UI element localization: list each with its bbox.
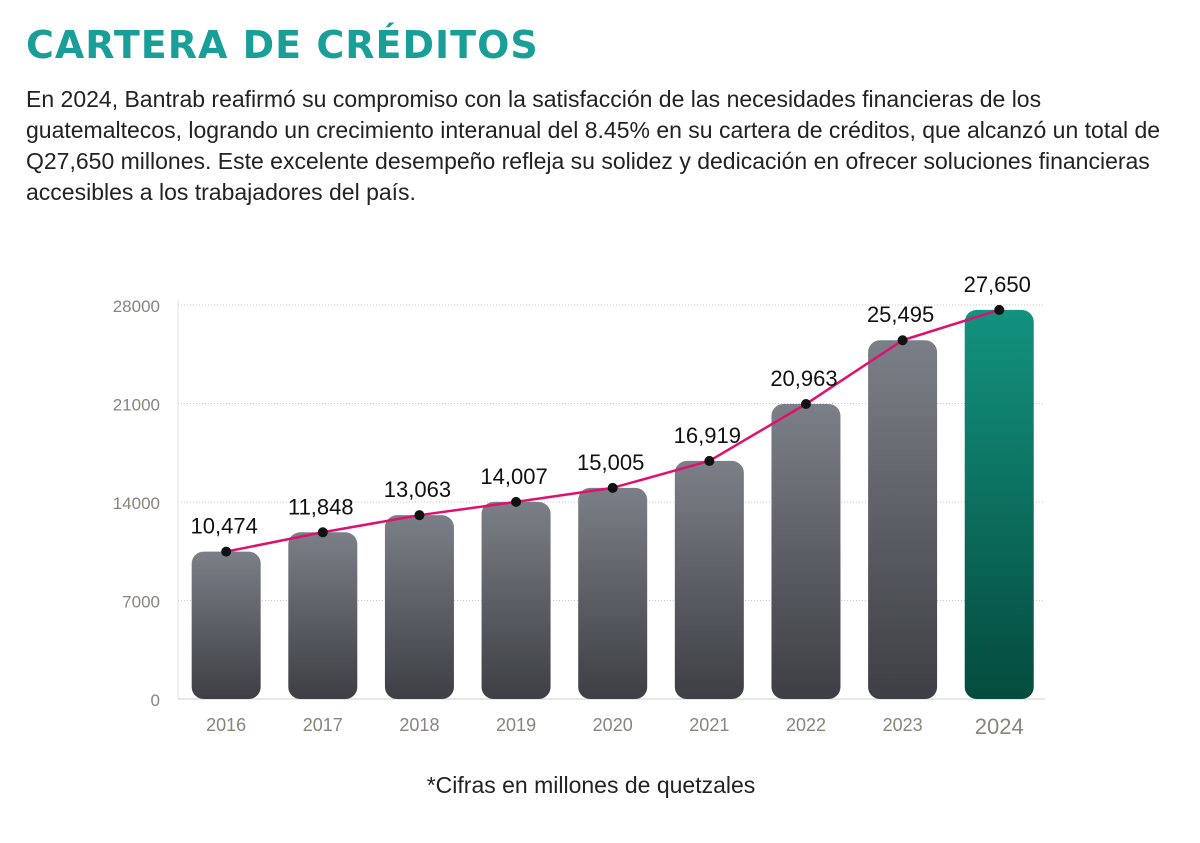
point-marker-2017 bbox=[317, 527, 328, 538]
data-labels: 10,474 11,848 13,063 14,007 15,005 16,919 20,9… bbox=[191, 272, 1031, 539]
point-marker-2019 bbox=[511, 496, 522, 507]
data-label-2018: 13,063 bbox=[384, 477, 451, 502]
data-label-2016: 10,474 bbox=[191, 514, 258, 539]
bar-2023 bbox=[868, 340, 938, 699]
point-marker-2020 bbox=[607, 482, 618, 493]
x-tick-label-2022: 2022 bbox=[786, 715, 826, 735]
x-tick-label-2016: 2016 bbox=[206, 715, 246, 735]
data-label-2024: 27,650 bbox=[964, 272, 1031, 297]
bar-2017 bbox=[288, 532, 358, 699]
x-tick-label-2018: 2018 bbox=[399, 715, 439, 735]
bar-2024 bbox=[964, 309, 1034, 699]
data-label-2021: 16,919 bbox=[674, 423, 741, 448]
y-tick-label: 28000 bbox=[113, 297, 160, 316]
bar-2016 bbox=[191, 551, 261, 699]
point-marker-2023 bbox=[897, 335, 908, 346]
y-axis-ticks: 0 7000 14000 21000 28000 bbox=[113, 297, 160, 710]
trend-line-group bbox=[221, 304, 1005, 557]
y-tick-label: 7000 bbox=[122, 593, 160, 612]
point-marker-2018 bbox=[414, 510, 425, 521]
intro-paragraph: En 2024, Bantrab reafirmó su compromiso … bbox=[26, 86, 1161, 205]
data-label-2023: 25,495 bbox=[867, 302, 934, 327]
bar-2021 bbox=[674, 460, 744, 699]
x-tick-label-2020: 2020 bbox=[593, 715, 633, 735]
data-label-2020: 15,005 bbox=[577, 450, 644, 475]
page-title: CARTERA DE CRÉDITOS bbox=[26, 23, 539, 67]
bar-2022 bbox=[771, 404, 841, 699]
x-axis-labels: 2016 2017 2018 2019 2020 2021 2022 2023 2024 bbox=[206, 714, 1024, 739]
bar-2018 bbox=[384, 515, 454, 699]
point-marker-2022 bbox=[800, 399, 811, 410]
data-label-2022: 20,963 bbox=[770, 366, 837, 391]
point-marker-2024 bbox=[994, 304, 1005, 315]
bar-2019 bbox=[481, 501, 551, 699]
x-tick-label-2023: 2023 bbox=[883, 715, 923, 735]
y-tick-label: 14000 bbox=[113, 494, 160, 513]
y-tick-label: 21000 bbox=[113, 396, 160, 415]
x-tick-label-2019: 2019 bbox=[496, 715, 536, 735]
bars bbox=[191, 309, 1034, 699]
y-tick-label: 0 bbox=[151, 691, 160, 710]
point-marker-2016 bbox=[221, 546, 232, 557]
data-label-2019: 14,007 bbox=[480, 464, 547, 489]
bar-2020 bbox=[578, 487, 648, 699]
x-tick-label-2017: 2017 bbox=[303, 715, 343, 735]
x-tick-label-2021: 2021 bbox=[689, 715, 729, 735]
footnote: *Cifras en millones de quetzales bbox=[426, 772, 756, 798]
x-tick-label-2024: 2024 bbox=[975, 714, 1024, 739]
data-label-2017: 11,848 bbox=[288, 494, 354, 519]
point-marker-2021 bbox=[704, 455, 715, 466]
